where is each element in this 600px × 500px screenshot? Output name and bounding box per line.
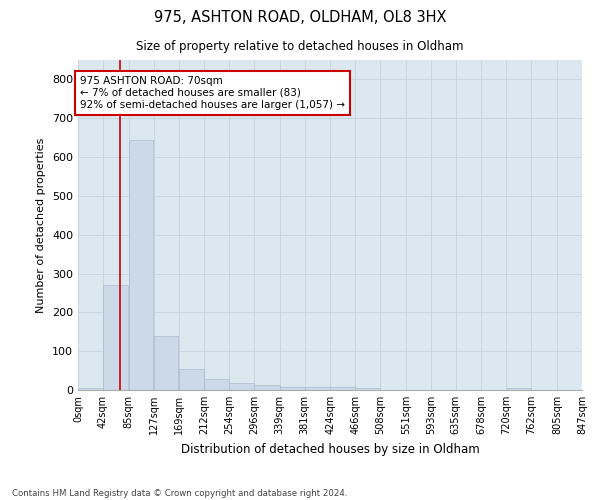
- Text: 975 ASHTON ROAD: 70sqm
← 7% of detached houses are smaller (83)
92% of semi-deta: 975 ASHTON ROAD: 70sqm ← 7% of detached …: [80, 76, 345, 110]
- Bar: [78, 388, 103, 390]
- Y-axis label: Number of detached properties: Number of detached properties: [37, 138, 46, 312]
- Bar: [305, 387, 330, 390]
- Bar: [229, 383, 254, 390]
- Bar: [355, 388, 380, 390]
- Bar: [179, 368, 204, 390]
- Text: 975, ASHTON ROAD, OLDHAM, OL8 3HX: 975, ASHTON ROAD, OLDHAM, OL8 3HX: [154, 10, 446, 25]
- Bar: [103, 285, 128, 390]
- Bar: [280, 387, 305, 390]
- Bar: [129, 140, 154, 390]
- Bar: [331, 387, 355, 390]
- Text: Contains HM Land Registry data © Crown copyright and database right 2024.: Contains HM Land Registry data © Crown c…: [12, 488, 347, 498]
- X-axis label: Distribution of detached houses by size in Oldham: Distribution of detached houses by size …: [181, 442, 479, 456]
- Bar: [204, 379, 229, 390]
- Text: Size of property relative to detached houses in Oldham: Size of property relative to detached ho…: [136, 40, 464, 53]
- Bar: [506, 388, 531, 390]
- Bar: [154, 336, 178, 390]
- Bar: [254, 384, 280, 390]
